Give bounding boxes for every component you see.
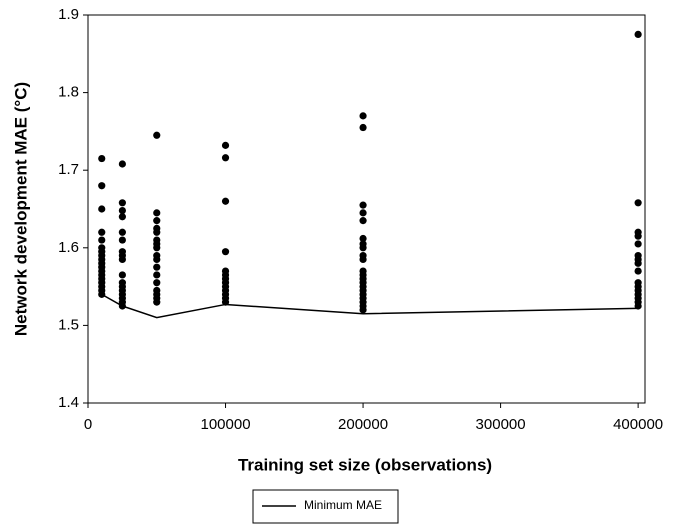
data-point — [634, 199, 642, 207]
data-point — [634, 267, 642, 275]
data-point — [634, 30, 642, 38]
data-point — [359, 234, 367, 243]
data-point — [221, 197, 230, 205]
data-point — [153, 279, 161, 287]
data-point — [359, 209, 367, 217]
data-point — [153, 298, 161, 306]
line — [101, 293, 639, 319]
plot-frame — [87, 14, 646, 404]
y-tick-label: 1.8 — [58, 84, 79, 101]
data-point — [118, 271, 126, 279]
data-point — [221, 248, 230, 256]
data-point — [98, 205, 106, 213]
data-point — [98, 154, 106, 163]
y-tick-label: 1.4 — [58, 394, 79, 411]
data-point — [153, 271, 161, 279]
y-tick-label: 1.6 — [58, 239, 79, 256]
data-point — [221, 154, 230, 162]
x-tick-label: 0 — [84, 416, 92, 433]
y-axis-title: Network development MAE (°C) — [11, 82, 30, 336]
x-tick-label: 300000 — [476, 416, 526, 433]
y-tick-label: 1.7 — [58, 161, 79, 178]
data-point — [153, 217, 161, 225]
data-point — [98, 228, 106, 236]
x-tick-label: 400000 — [613, 416, 663, 433]
data-point — [118, 213, 126, 221]
data-point — [153, 244, 161, 252]
data-point — [153, 209, 161, 217]
y-tick-label: 1.9 — [58, 6, 79, 23]
data-point — [634, 232, 642, 240]
data-point — [118, 206, 126, 215]
data-point — [153, 228, 161, 236]
data-point — [153, 255, 161, 264]
data-point — [634, 259, 642, 267]
data-point — [98, 182, 106, 190]
data-point — [98, 236, 106, 244]
data-point — [221, 141, 230, 149]
data-point — [118, 199, 126, 207]
data-point — [359, 217, 367, 225]
x-tick-label: 200000 — [338, 416, 388, 433]
legend-label: Minimum MAE — [304, 498, 382, 512]
data-point — [359, 244, 367, 252]
data-point — [359, 201, 367, 209]
data-point — [118, 255, 126, 264]
data-point — [153, 131, 161, 139]
x-tick-label: 100000 — [200, 416, 250, 433]
data-point — [359, 112, 367, 120]
data-point — [359, 306, 367, 314]
y-tick-label: 1.5 — [58, 316, 79, 333]
data-point — [634, 240, 642, 248]
data-point — [153, 263, 161, 271]
data-point — [359, 255, 367, 264]
data-point — [359, 123, 367, 132]
data-point — [118, 228, 126, 236]
x-axis-title: Training set size (observations) — [238, 455, 492, 474]
data-point — [118, 160, 126, 168]
data-point — [118, 236, 126, 244]
